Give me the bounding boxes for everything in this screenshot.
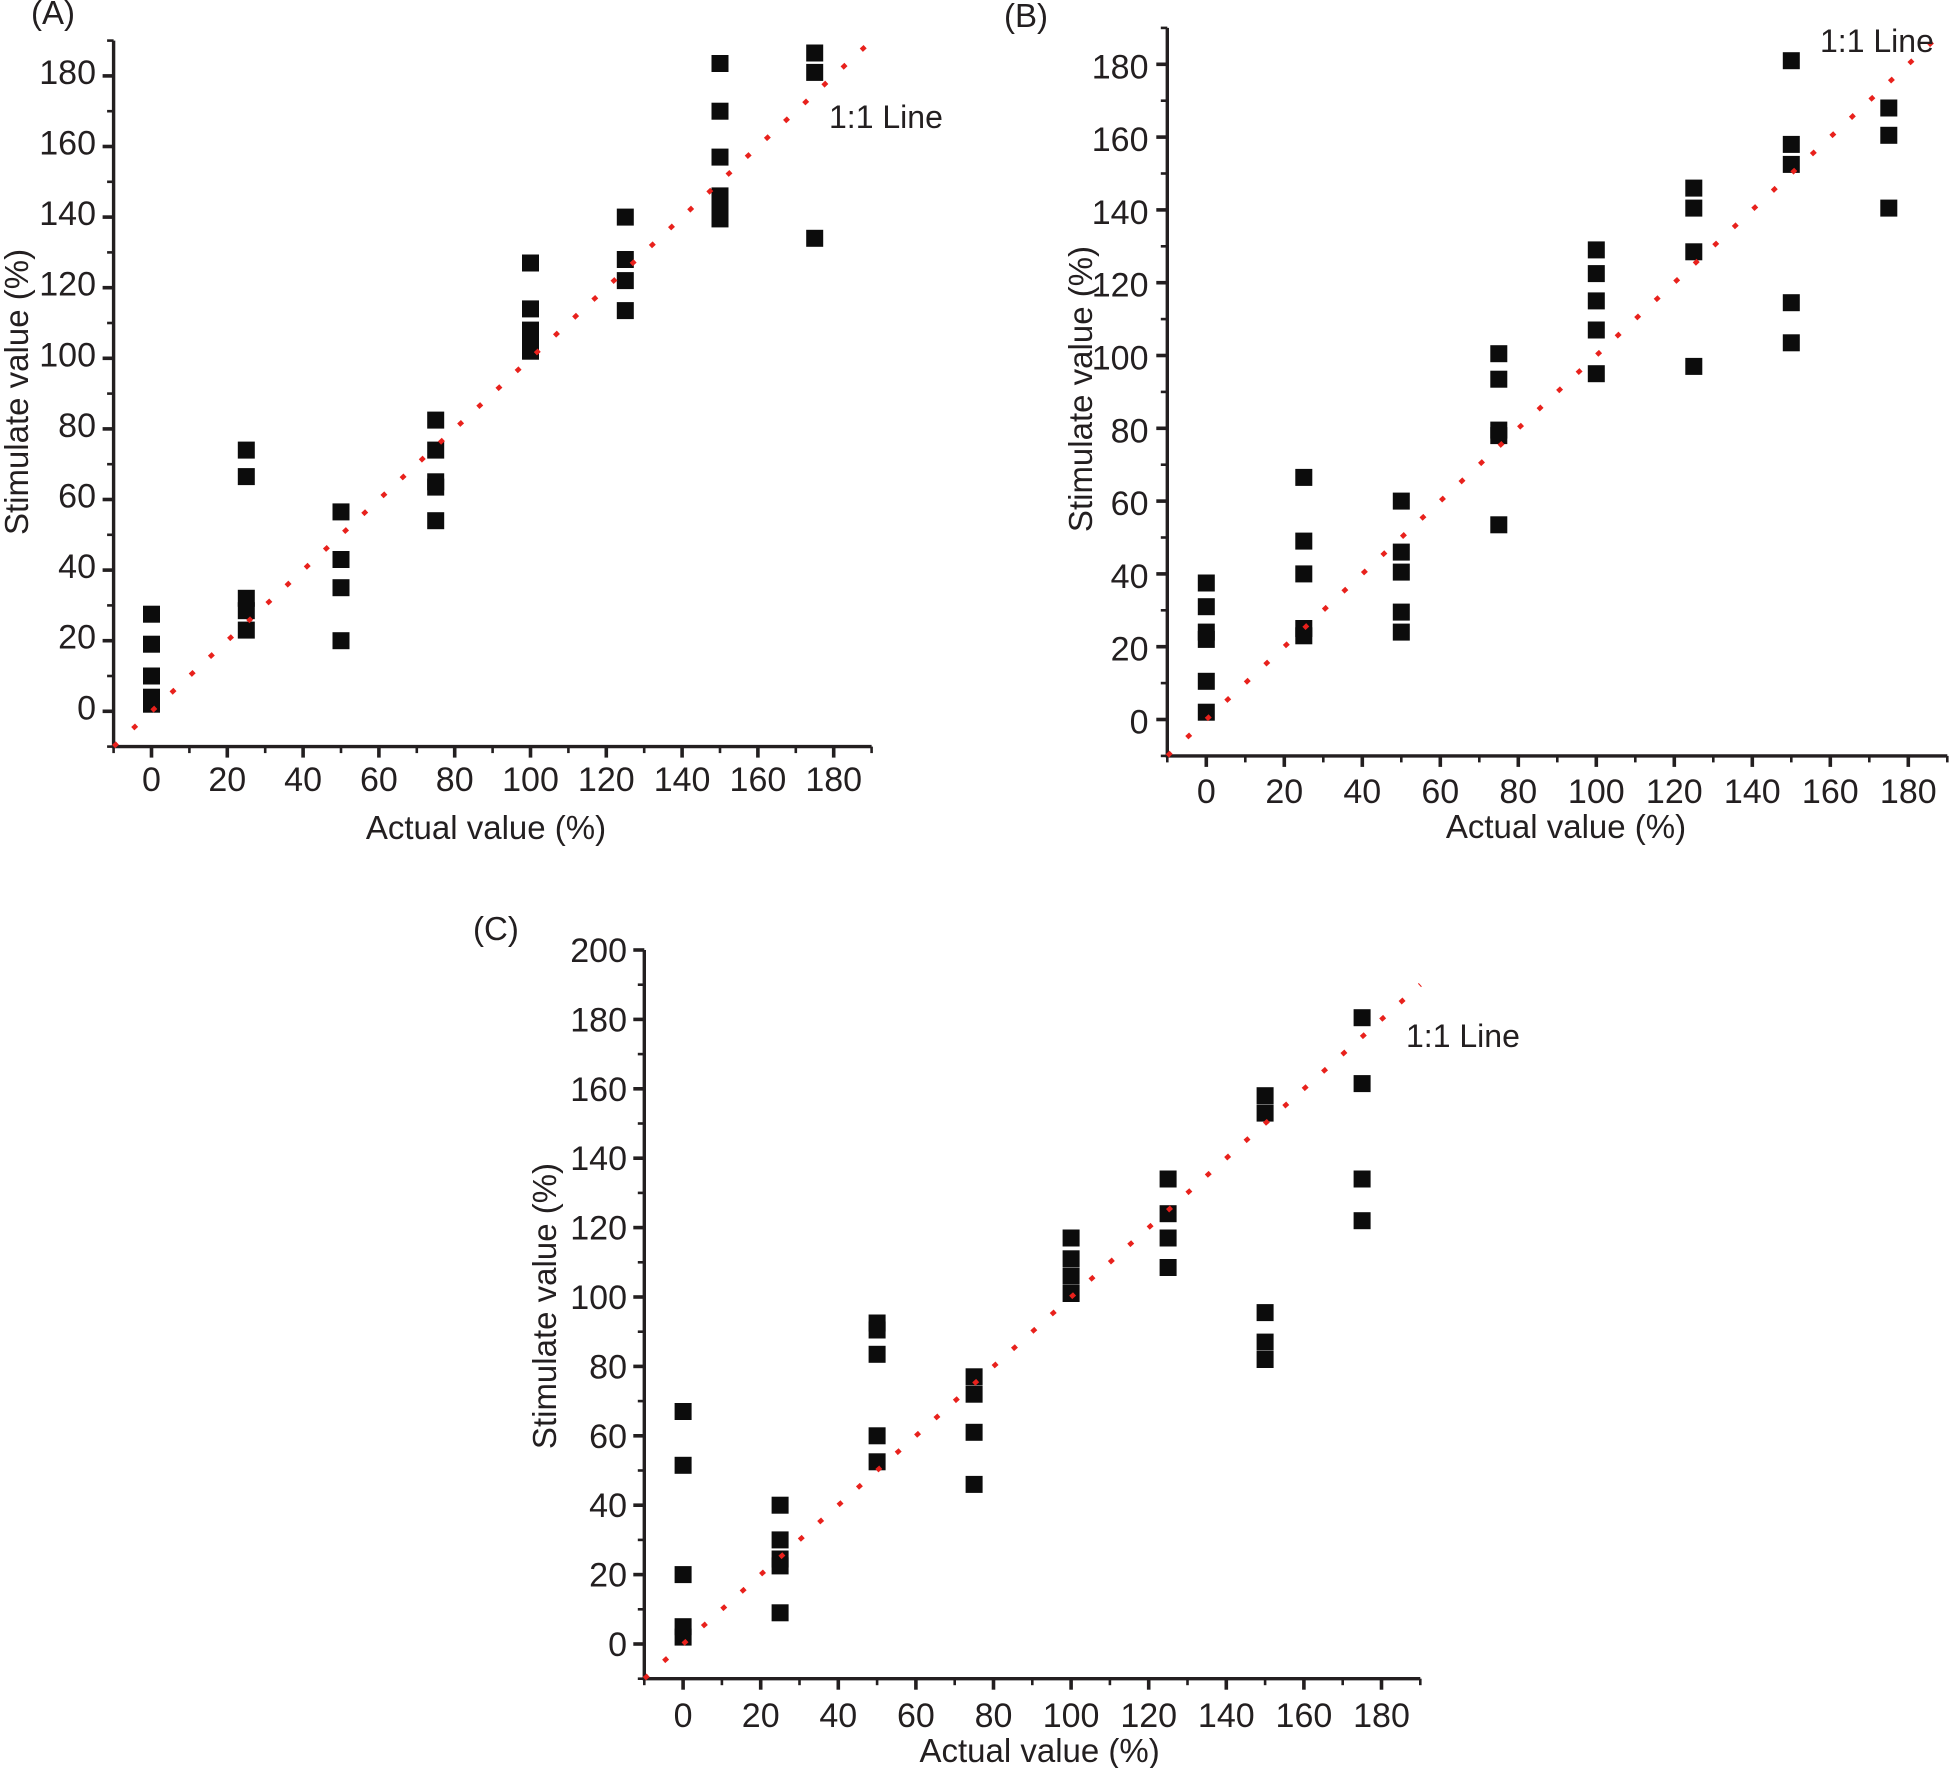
svg-text:160: 160 <box>1802 773 1859 811</box>
svg-text:Actual value (%): Actual value (%) <box>919 1732 1159 1768</box>
svg-text:0: 0 <box>674 1697 693 1735</box>
svg-text:0: 0 <box>77 689 96 727</box>
svg-text:120: 120 <box>570 1210 627 1248</box>
svg-text:100: 100 <box>39 336 96 374</box>
svg-text:140: 140 <box>654 761 711 799</box>
svg-text:0: 0 <box>1130 704 1149 742</box>
svg-text:(C): (C) <box>473 910 519 947</box>
svg-text:80: 80 <box>975 1697 1013 1735</box>
svg-text:140: 140 <box>1198 1697 1255 1735</box>
svg-text:40: 40 <box>1111 558 1149 596</box>
svg-text:120: 120 <box>1092 267 1149 305</box>
svg-text:180: 180 <box>1353 1697 1410 1735</box>
svg-text:40: 40 <box>284 761 322 799</box>
svg-text:1:1 Line: 1:1 Line <box>1820 23 1934 59</box>
svg-text:80: 80 <box>436 761 474 799</box>
svg-text:180: 180 <box>570 1001 627 1039</box>
svg-text:Actual value (%): Actual value (%) <box>366 809 606 846</box>
svg-text:120: 120 <box>578 761 635 799</box>
svg-text:180: 180 <box>39 54 96 92</box>
svg-text:100: 100 <box>1568 773 1625 811</box>
svg-text:Stimulate value (%): Stimulate value (%) <box>526 1163 563 1449</box>
svg-text:140: 140 <box>1092 194 1149 232</box>
svg-text:100: 100 <box>502 761 559 799</box>
svg-text:100: 100 <box>1043 1697 1100 1735</box>
svg-text:180: 180 <box>1092 48 1149 86</box>
svg-text:120: 120 <box>39 266 96 304</box>
svg-text:60: 60 <box>58 478 96 516</box>
svg-text:140: 140 <box>570 1140 627 1178</box>
svg-text:80: 80 <box>58 407 96 445</box>
svg-text:80: 80 <box>1111 412 1149 450</box>
svg-text:40: 40 <box>58 548 96 586</box>
svg-text:160: 160 <box>570 1071 627 1109</box>
svg-text:120: 120 <box>1646 773 1703 811</box>
svg-text:160: 160 <box>39 125 96 163</box>
svg-text:20: 20 <box>58 619 96 657</box>
svg-text:180: 180 <box>805 761 862 799</box>
svg-text:1:1 Line: 1:1 Line <box>829 99 943 135</box>
svg-text:40: 40 <box>819 1697 857 1735</box>
svg-text:Stimulate value (%): Stimulate value (%) <box>0 249 35 535</box>
svg-text:60: 60 <box>897 1697 935 1735</box>
svg-text:(B): (B) <box>1004 0 1048 34</box>
svg-text:20: 20 <box>1111 631 1149 669</box>
svg-text:(A): (A) <box>31 0 75 31</box>
svg-text:100: 100 <box>1092 340 1149 378</box>
svg-text:60: 60 <box>1111 485 1149 523</box>
svg-text:60: 60 <box>589 1418 627 1456</box>
svg-text:60: 60 <box>360 761 398 799</box>
svg-text:40: 40 <box>589 1487 627 1525</box>
svg-text:60: 60 <box>1421 773 1459 811</box>
svg-text:20: 20 <box>1265 773 1303 811</box>
svg-text:0: 0 <box>608 1626 627 1664</box>
svg-text:120: 120 <box>1120 1697 1177 1735</box>
svg-text:200: 200 <box>570 932 627 970</box>
svg-text:180: 180 <box>1880 773 1937 811</box>
svg-text:160: 160 <box>1092 121 1149 159</box>
svg-text:40: 40 <box>1343 773 1381 811</box>
svg-text:140: 140 <box>1724 773 1781 811</box>
svg-text:140: 140 <box>39 195 96 233</box>
svg-text:1:1 Line: 1:1 Line <box>1406 1018 1520 1054</box>
svg-text:Stimulate value (%): Stimulate value (%) <box>1062 246 1099 532</box>
svg-text:0: 0 <box>142 761 161 799</box>
svg-text:20: 20 <box>742 1697 780 1735</box>
svg-text:20: 20 <box>208 761 246 799</box>
svg-text:160: 160 <box>730 761 787 799</box>
svg-text:Actual value (%): Actual value (%) <box>1446 808 1686 845</box>
svg-text:80: 80 <box>1499 773 1537 811</box>
svg-text:20: 20 <box>589 1557 627 1595</box>
svg-text:100: 100 <box>570 1279 627 1317</box>
svg-text:160: 160 <box>1276 1697 1333 1735</box>
svg-text:80: 80 <box>589 1348 627 1386</box>
svg-text:0: 0 <box>1197 773 1216 811</box>
